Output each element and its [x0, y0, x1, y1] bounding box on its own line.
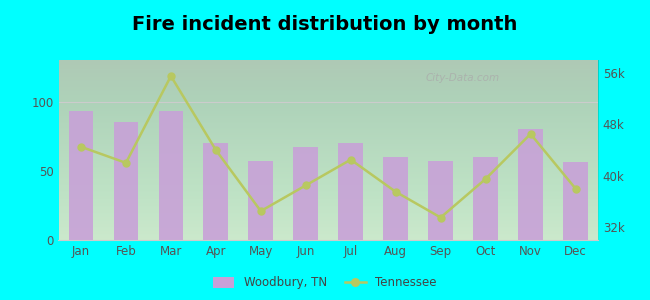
- Bar: [384, 157, 408, 240]
- Text: City-Data.com: City-Data.com: [425, 73, 499, 82]
- Bar: [114, 122, 138, 240]
- Bar: [159, 111, 183, 240]
- Bar: [339, 143, 363, 240]
- Bar: [293, 147, 318, 240]
- Bar: [563, 163, 588, 240]
- Bar: [203, 143, 228, 240]
- Text: Fire incident distribution by month: Fire incident distribution by month: [133, 15, 517, 34]
- Bar: [473, 157, 498, 240]
- Bar: [248, 161, 273, 240]
- Bar: [69, 111, 94, 240]
- Bar: [428, 161, 453, 240]
- Legend: Woodbury, TN, Tennessee: Woodbury, TN, Tennessee: [209, 272, 441, 294]
- Bar: [518, 129, 543, 240]
